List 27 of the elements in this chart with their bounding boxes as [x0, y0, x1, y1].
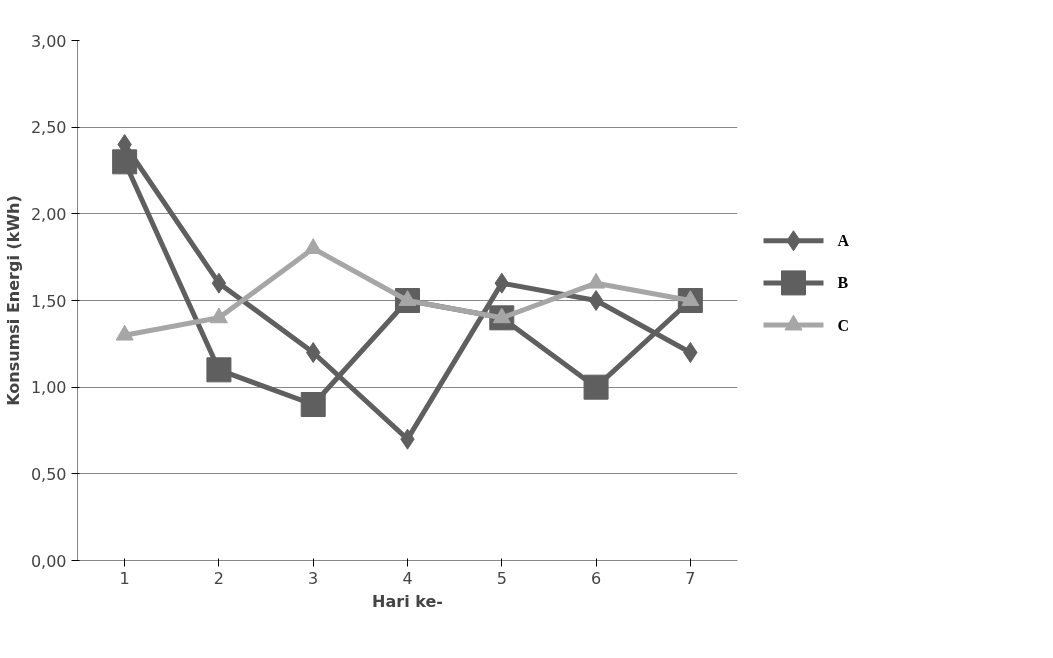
point	[683, 342, 698, 363]
y-tick-label: 2,50	[30, 118, 67, 138]
x-tick-label: 2	[213, 568, 225, 588]
x-tick-label: 4	[402, 568, 413, 588]
y-tick-label: 1,50	[30, 291, 67, 311]
x-tick-label: 3	[308, 568, 319, 588]
y-axis-title: Konsumsi Energi (kWh)	[3, 195, 23, 406]
point	[306, 342, 321, 363]
point	[583, 374, 609, 400]
point	[211, 272, 227, 294]
x-tick-label: 1	[119, 568, 130, 588]
x-tick-label: 5	[496, 568, 507, 588]
y-tick-label: 3,00	[30, 31, 67, 51]
x-tick-label: 6	[590, 568, 602, 588]
legend-label: C	[837, 316, 850, 334]
point	[206, 357, 232, 383]
y-tick-label: 0,50	[30, 464, 67, 484]
legend-label: B	[837, 274, 849, 292]
point	[300, 392, 326, 417]
legend-label: A	[837, 232, 850, 250]
x-tick-label: 7	[685, 568, 696, 588]
point	[112, 149, 138, 175]
x-axis-title: Hari ke-	[372, 591, 443, 611]
y-tick-label: 0,00	[30, 551, 67, 571]
y-tick-label: 2,00	[30, 204, 67, 224]
point	[588, 290, 604, 311]
y-tick-label: 1,00	[30, 378, 67, 398]
